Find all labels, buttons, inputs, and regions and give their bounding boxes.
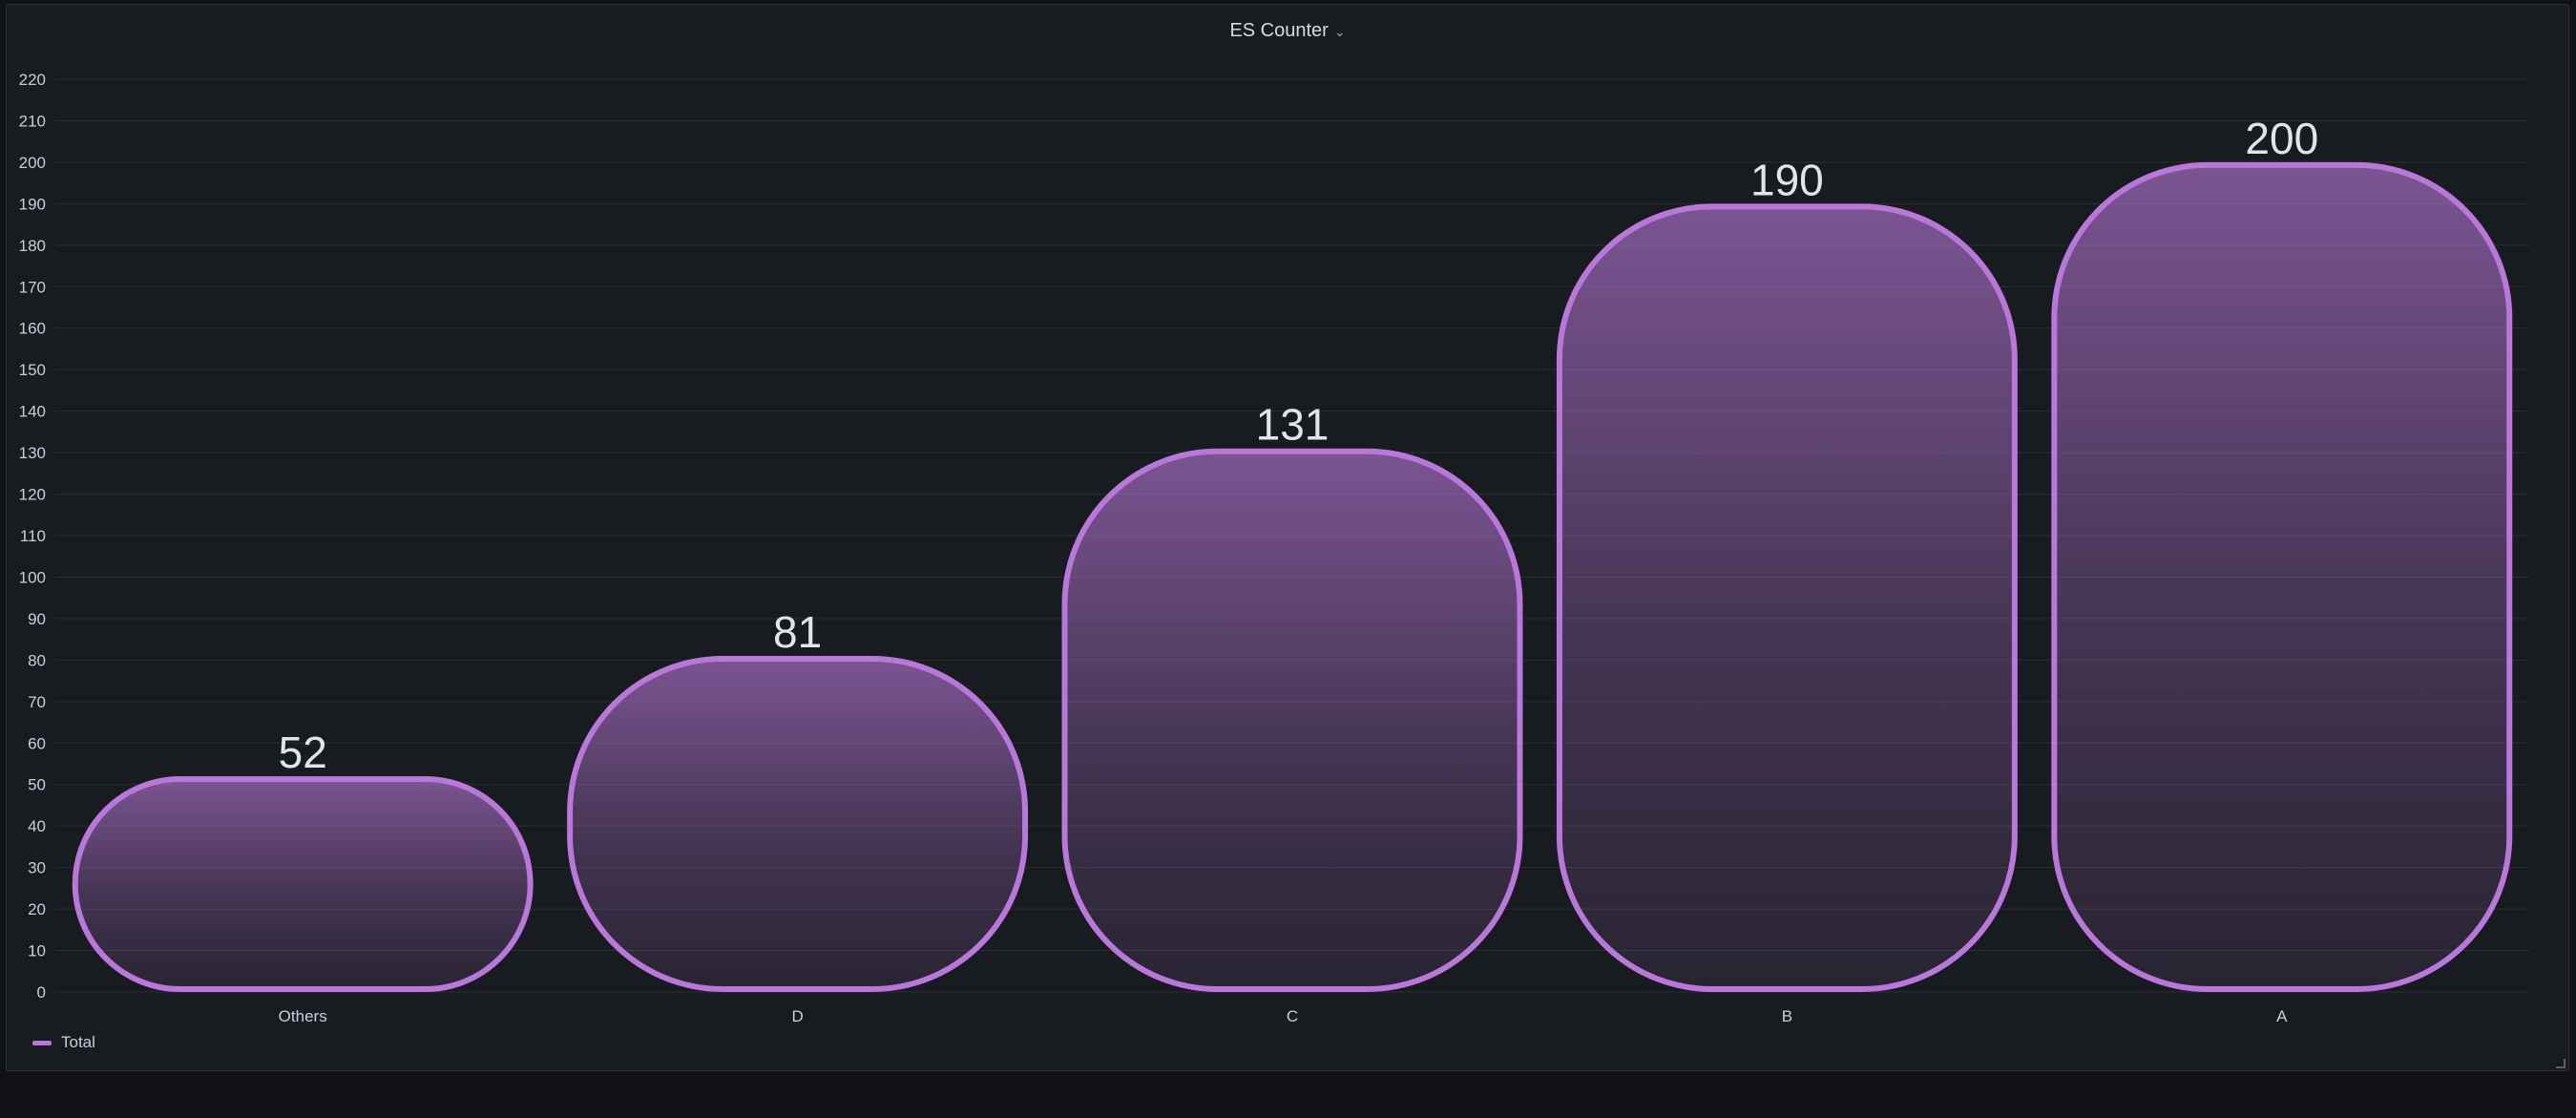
y-tick-label: 90 <box>28 610 46 628</box>
y-tick-label: 160 <box>19 320 46 338</box>
y-tick-label: 210 <box>19 112 46 130</box>
y-tick-label: 200 <box>19 154 46 172</box>
x-tick-label: Others <box>279 1007 327 1025</box>
y-tick-label: 20 <box>28 900 46 918</box>
x-tick-label: B <box>1782 1007 1792 1025</box>
panel-title[interactable]: ES Counter ⌄ <box>7 18 2568 44</box>
y-axis: 0 10 20 30 40 50 60 70 80 90 100 110 120 130 140 150 160… <box>19 71 46 1002</box>
bar-d[interactable] <box>567 656 1029 992</box>
legend-label: Total <box>61 1033 95 1051</box>
y-tick-label: 130 <box>19 444 46 462</box>
legend-swatch <box>32 1040 52 1045</box>
x-tick-label: D <box>791 1007 803 1025</box>
y-tick-label: 170 <box>19 278 46 296</box>
y-tick-label: 110 <box>20 527 46 545</box>
bar-value-label: 190 <box>1750 155 1824 204</box>
y-tick-label: 180 <box>19 237 46 255</box>
y-tick-label: 30 <box>28 859 46 877</box>
bar-b[interactable] <box>1556 203 2018 992</box>
chevron-down-icon: ⌄ <box>1333 24 1346 39</box>
y-tick-label: 40 <box>28 817 46 835</box>
y-tick-label: 70 <box>28 693 46 711</box>
panel-title-text: ES Counter <box>1229 20 1329 41</box>
bars: 52 81 131 190 200 <box>72 114 2513 993</box>
y-tick-label: 0 <box>37 983 46 1002</box>
resize-handle-icon[interactable] <box>2556 1059 2566 1068</box>
y-tick-label: 190 <box>19 195 46 213</box>
y-tick-label: 80 <box>28 651 46 669</box>
y-tick-label: 140 <box>19 403 46 421</box>
y-tick-label: 150 <box>19 361 46 379</box>
y-tick-label: 120 <box>19 486 46 504</box>
legend[interactable]: Total <box>32 1033 95 1052</box>
bar-value-label: 81 <box>773 607 822 657</box>
y-tick-label: 10 <box>28 942 46 960</box>
bar-others[interactable] <box>72 776 534 993</box>
x-tick-label: A <box>2276 1007 2288 1025</box>
bar-a[interactable] <box>2051 161 2513 992</box>
bar-value-label: 200 <box>2245 114 2318 163</box>
bar-c[interactable] <box>1061 448 1523 992</box>
bar-value-label: 52 <box>279 728 327 777</box>
x-axis: Others D C B A <box>279 1007 2288 1025</box>
x-tick-label: C <box>1287 1007 1298 1025</box>
y-tick-label: 220 <box>19 71 46 89</box>
bar-value-label: 131 <box>1256 400 1330 450</box>
y-tick-label: 60 <box>28 734 46 752</box>
y-tick-label: 50 <box>28 776 46 794</box>
y-tick-label: 100 <box>19 568 46 586</box>
